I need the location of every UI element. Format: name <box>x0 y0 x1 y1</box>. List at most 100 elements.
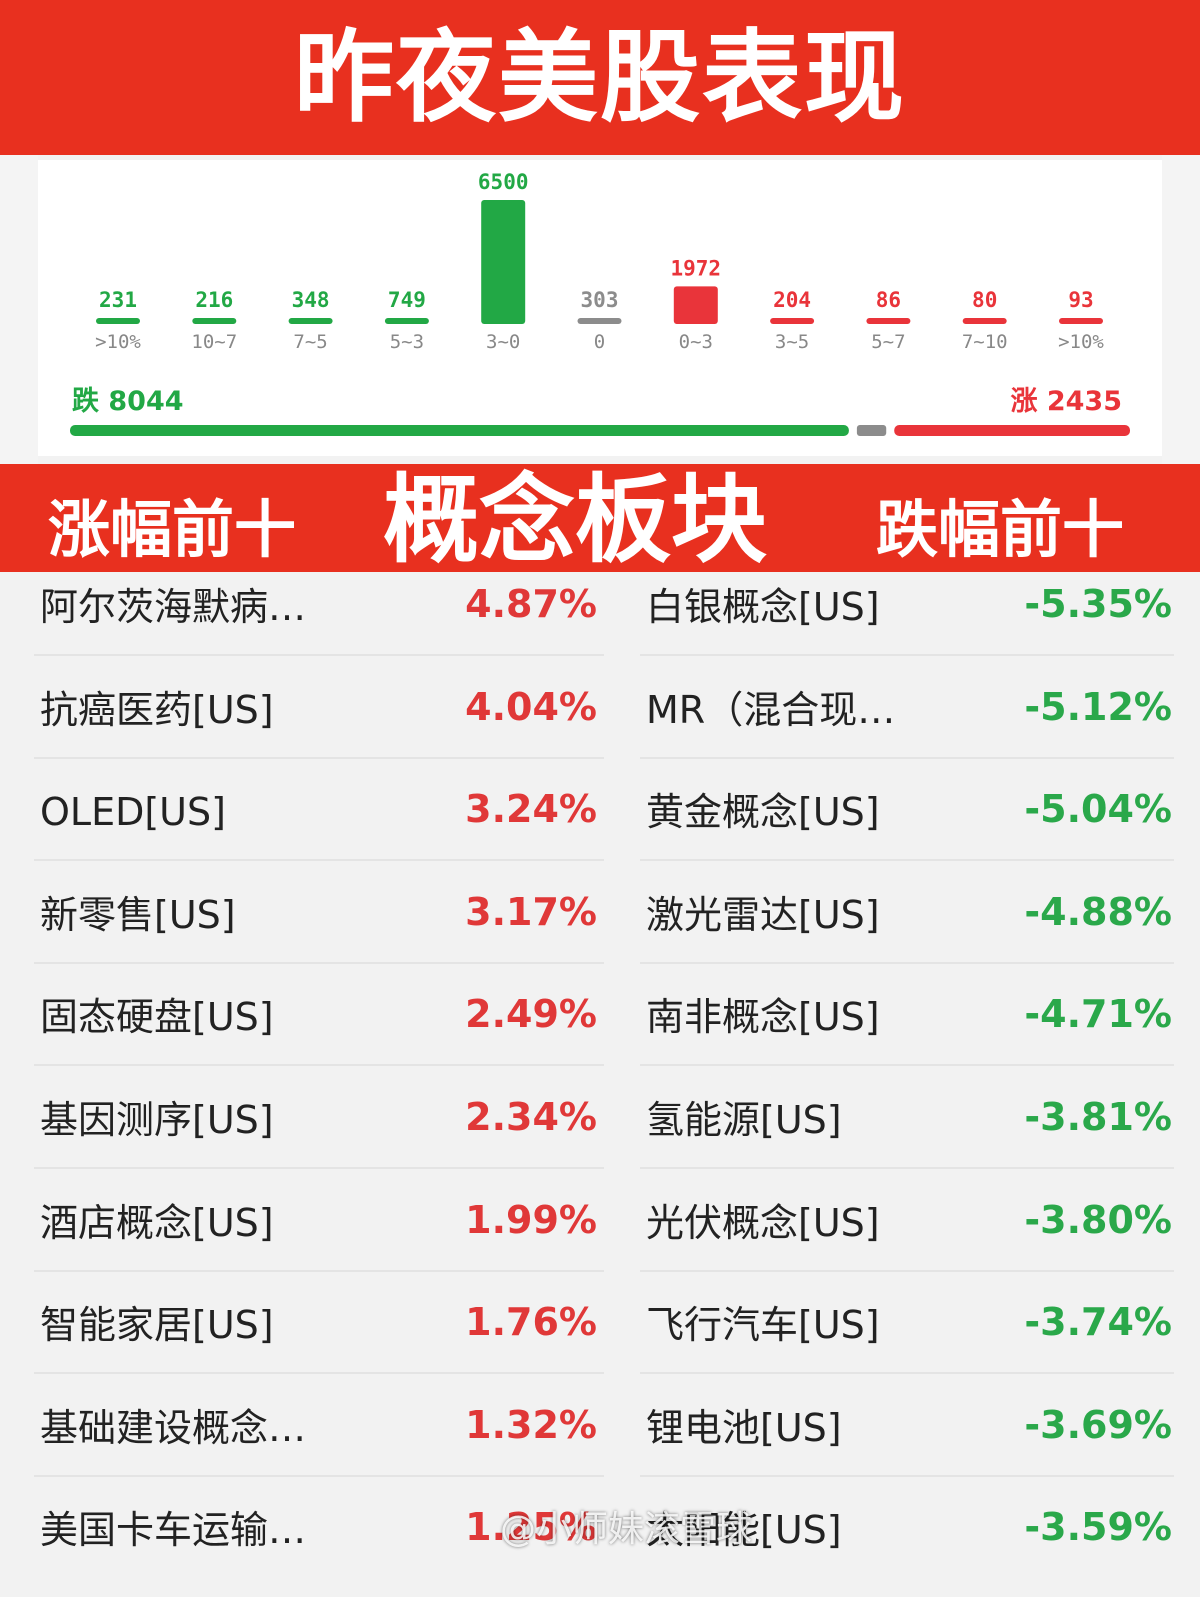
ranking-row: 阿尔茨海默病… 4.87% 白银概念[US] -5.35% <box>0 572 1200 674</box>
loser-name: 飞行汽车[US] <box>646 1303 880 1348</box>
loser-name: 黄金概念[US] <box>646 790 880 835</box>
gainer-change: 4.04% <box>465 684 597 729</box>
page-title: 昨夜美股表现 <box>294 19 906 136</box>
row-divider <box>34 1372 604 1375</box>
row-divider <box>640 1372 1174 1375</box>
row-divider <box>640 859 1174 862</box>
bar-6 <box>673 286 718 324</box>
gainer-change: 1.99% <box>465 1197 597 1242</box>
category-tick-label-5: 0 <box>594 331 605 353</box>
gainer-name: 智能家居[US] <box>40 1303 274 1348</box>
ranking-row: 固态硬盘[US] 2.49% 南非概念[US] -4.71% <box>0 982 1200 1084</box>
bar-value-label-4: 6500 <box>478 170 529 194</box>
row-divider <box>640 1269 1174 1272</box>
row-divider <box>640 961 1174 964</box>
ranking-row: 新零售[US] 3.17% 激光雷达[US] -4.88% <box>0 880 1200 982</box>
bar-value-label-5: 303 <box>581 288 619 312</box>
left-margin <box>0 155 38 465</box>
bar-value-label-1: 216 <box>195 288 233 312</box>
watermark: @小师妹滚雪球 <box>500 1509 753 1550</box>
distribution-chart-card: 231 >10% 216 10~7 348 7~5 749 5~3 6500 3~0 303 0 197… <box>38 160 1162 456</box>
title-banner <box>0 0 1200 155</box>
losers-title: 跌幅前十 <box>876 493 1125 566</box>
bar-value-label-0: 231 <box>99 288 137 312</box>
bar-value-label-9: 80 <box>972 288 997 312</box>
bar-1 <box>192 318 237 324</box>
bar-0 <box>96 318 140 324</box>
bar-4 <box>481 200 526 324</box>
ranking-row: 美国卡车运输… 1.25% 太阳能[US] -3.59% <box>0 1495 1200 1597</box>
row-divider <box>34 1064 604 1067</box>
gainer-change: 2.34% <box>465 1095 597 1139</box>
gainer-name: 阿尔茨海默病… <box>40 585 307 629</box>
loser-name: 光伏概念[US] <box>646 1200 880 1245</box>
category-tick-label-10: >10% <box>1058 331 1104 353</box>
loser-change: -4.88% <box>1024 889 1172 934</box>
row-divider <box>640 1064 1174 1067</box>
gainer-name: 基因测序[US] <box>40 1098 274 1142</box>
row-divider <box>640 1167 1174 1169</box>
gainer-change: 1.25% <box>465 1505 597 1550</box>
bar-value-label-7: 204 <box>773 288 811 312</box>
gainer-name: 基础建设概念… <box>40 1405 307 1450</box>
up-proportion-bar <box>894 425 1130 436</box>
bar-2 <box>288 318 333 324</box>
bar-10 <box>1059 318 1103 324</box>
loser-change: -5.12% <box>1024 684 1172 729</box>
bar-value-label-8: 86 <box>876 288 901 312</box>
flat-proportion-bar <box>856 425 887 436</box>
row-divider <box>34 654 604 656</box>
category-tick-label-7: 3~5 <box>775 331 809 353</box>
loser-change: -3.81% <box>1024 1095 1172 1139</box>
down-proportion-bar <box>70 425 849 436</box>
gainers-title: 涨幅前十 <box>48 493 297 566</box>
category-tick-label-0: >10% <box>95 331 141 353</box>
loser-change: -5.04% <box>1024 787 1172 832</box>
loser-change: -3.69% <box>1024 1402 1172 1447</box>
down-count-label: 跌 8044 <box>72 386 184 417</box>
bar-7 <box>770 318 815 324</box>
category-tick-label-1: 10~7 <box>191 331 237 353</box>
bar-3 <box>384 318 429 324</box>
right-margin <box>1162 155 1200 465</box>
row-divider <box>34 1269 604 1272</box>
concept-sector-title: 概念板块 <box>383 464 767 576</box>
gainer-name: 酒店概念[US] <box>40 1200 274 1245</box>
gainer-change: 1.32% <box>465 1402 597 1447</box>
row-divider <box>34 961 604 964</box>
gainer-change: 3.24% <box>465 787 597 832</box>
loser-change: -3.74% <box>1024 1300 1172 1345</box>
loser-name: 南非概念[US] <box>646 995 880 1040</box>
distribution-chart: 231 >10% 216 10~7 348 7~5 749 5~3 6500 3~0 303 0 197… <box>70 170 1130 436</box>
category-tick-label-3: 5~3 <box>390 331 424 353</box>
ranking-row: 抗癌医药[US] 4.04% MR（混合现… -5.12% <box>0 675 1200 777</box>
loser-name: 激光雷达[US] <box>646 892 880 937</box>
up-count-label: 涨 2435 <box>1010 386 1122 417</box>
row-divider <box>34 859 604 862</box>
ranking-row: 基因测序[US] 2.34% 氢能源[US] -3.81% <box>0 1085 1200 1187</box>
ranking-row: OLED[US] 3.24% 黄金概念[US] -5.04% <box>0 777 1200 879</box>
gainer-name: OLED[US] <box>40 790 226 835</box>
gainer-name: 美国卡车运输… <box>40 1508 307 1553</box>
category-tick-label-2: 7~5 <box>293 331 327 353</box>
gainer-name: 固态硬盘[US] <box>40 995 274 1040</box>
row-divider <box>640 1474 1174 1477</box>
row-divider <box>640 756 1174 759</box>
row-divider <box>640 654 1174 656</box>
bar-5 <box>577 318 622 324</box>
category-tick-label-6: 0~3 <box>679 331 713 353</box>
loser-name: 氢能源[US] <box>646 1098 842 1142</box>
row-divider <box>34 756 604 759</box>
category-tick-label-4: 3~0 <box>486 331 520 353</box>
concept-banner <box>0 464 1200 572</box>
category-tick-label-9: 7~10 <box>962 331 1008 353</box>
bar-9 <box>962 318 1007 324</box>
bar-value-label-10: 93 <box>1068 288 1093 312</box>
gainer-name: 新零售[US] <box>40 892 236 937</box>
loser-change: -3.80% <box>1024 1197 1172 1242</box>
bar-8 <box>866 318 911 324</box>
loser-change: -5.35% <box>1024 582 1172 626</box>
bar-value-label-3: 749 <box>388 288 426 312</box>
bar-value-label-2: 348 <box>292 288 330 312</box>
gainer-change: 2.49% <box>465 992 597 1037</box>
